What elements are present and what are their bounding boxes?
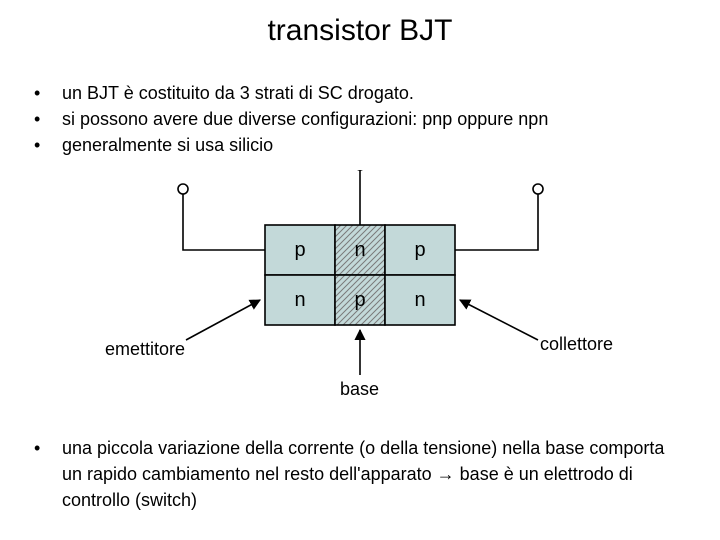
layer-label: n xyxy=(294,289,305,311)
layer-label: n xyxy=(414,289,425,311)
bjt-diagram: p n p n p n emettitore collettore base xyxy=(0,170,720,400)
bullet-dot: • xyxy=(34,106,62,132)
wire xyxy=(455,194,538,250)
wire xyxy=(183,194,265,250)
emitter-label: emettitore xyxy=(105,339,185,359)
bullet-text: generalmente si usa silicio xyxy=(62,132,674,158)
layer-label: p xyxy=(354,289,365,311)
bullet-item: • si possono avere due diverse configura… xyxy=(34,106,674,132)
terminal-icon xyxy=(533,184,543,194)
bullet-item: • generalmente si usa silicio xyxy=(34,132,674,158)
terminal-icon xyxy=(178,184,188,194)
bullet-text: si possono avere due diverse configurazi… xyxy=(62,106,674,132)
base-label: base xyxy=(340,379,379,399)
bottom-bullet: • una piccola variazione della corrente … xyxy=(34,435,684,513)
collector-label: collettore xyxy=(540,334,613,354)
slide-title: transistor BJT xyxy=(0,14,720,48)
pointer-arrow xyxy=(460,300,538,340)
bullet-dot: • xyxy=(34,132,62,158)
bullet-dot: • xyxy=(34,435,62,513)
bullet-text: un BJT è costituito da 3 strati di SC dr… xyxy=(62,80,674,106)
bullet-item: • una piccola variazione della corrente … xyxy=(34,435,684,513)
pointer-arrow xyxy=(186,300,260,340)
layer-label: p xyxy=(294,239,305,261)
bullet-dot: • xyxy=(34,80,62,106)
bullet-text: una piccola variazione della corrente (o… xyxy=(62,435,684,513)
bullet-item: • un BJT è costituito da 3 strati di SC … xyxy=(34,80,674,106)
layer-label: n xyxy=(354,239,365,261)
top-bullets: • un BJT è costituito da 3 strati di SC … xyxy=(34,80,674,158)
layer-label: p xyxy=(414,239,425,261)
